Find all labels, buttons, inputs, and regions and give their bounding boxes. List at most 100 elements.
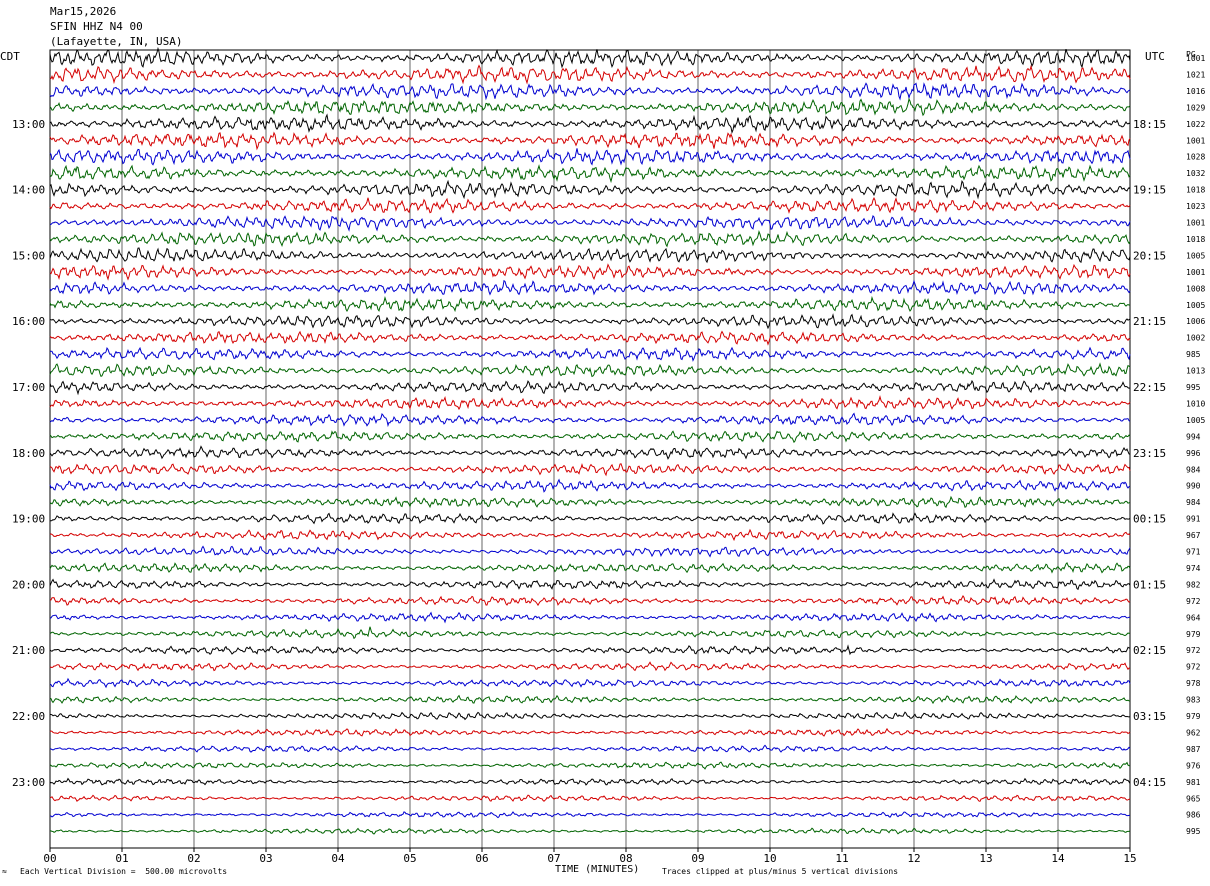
- seismic-trace: [49, 164, 1131, 184]
- x-tick-label: 00: [43, 852, 56, 865]
- trace-value-label: 995: [1186, 827, 1201, 836]
- seismic-trace: [49, 97, 1131, 117]
- trace-value-label: 1010: [1186, 399, 1205, 408]
- seismic-trace: [49, 578, 1131, 591]
- trace-value-label: 1022: [1186, 120, 1205, 129]
- seismic-trace: [49, 230, 1131, 248]
- seismic-trace: [49, 330, 1131, 346]
- trace-value-label: 1001: [1186, 219, 1205, 228]
- hour-label-utc: 01:15: [1133, 578, 1166, 591]
- trace-value-label: 1001: [1186, 136, 1205, 145]
- trace-value-label: 1013: [1186, 367, 1205, 376]
- header-location: (Lafayette, IN, USA): [50, 35, 183, 48]
- x-tick-label: 10: [763, 852, 776, 865]
- hour-label-utc: 00:15: [1133, 513, 1166, 526]
- trace-value-label: 978: [1186, 679, 1201, 688]
- seismic-trace: [49, 148, 1131, 166]
- hour-label-cdt: 21:00: [12, 644, 45, 657]
- hour-label-cdt: 23:00: [12, 776, 45, 789]
- trace-value-label: 979: [1186, 712, 1201, 721]
- right-column-label: PG: [1186, 50, 1196, 59]
- trace-value-label: 1028: [1186, 153, 1205, 162]
- seismic-trace: [49, 346, 1131, 362]
- trace-value-label: 972: [1186, 663, 1201, 672]
- seismic-trace: [49, 512, 1131, 525]
- hour-label-cdt: 16:00: [12, 315, 45, 328]
- x-tick-label: 04: [331, 852, 345, 865]
- seismic-trace: [50, 827, 1131, 835]
- x-tick-label: 05: [403, 852, 416, 865]
- hour-label-utc: 03:15: [1133, 710, 1166, 723]
- seismic-trace: [49, 562, 1131, 574]
- seismic-trace: [49, 82, 1131, 101]
- seismic-trace: [49, 379, 1131, 396]
- scale-mark: ≈: [2, 867, 7, 876]
- trace-value-label: 981: [1186, 778, 1201, 787]
- x-tick-label: 03: [259, 852, 272, 865]
- seismic-trace: [49, 626, 1131, 640]
- seismic-trace: [49, 313, 1131, 330]
- hour-label-utc: 04:15: [1133, 776, 1166, 789]
- seismic-trace: [49, 131, 1131, 151]
- trace-value-label: 985: [1186, 350, 1201, 359]
- hour-label-cdt: 20:00: [12, 578, 45, 591]
- trace-value-label: 996: [1186, 449, 1201, 458]
- trace-value-label: 965: [1186, 794, 1201, 803]
- seismic-trace: [49, 744, 1131, 753]
- hour-label-cdt: 14:00: [12, 184, 45, 197]
- x-tick-label: 11: [835, 852, 848, 865]
- x-tick-label: 14: [1051, 852, 1065, 865]
- seismic-trace: [49, 263, 1131, 281]
- x-tick-label: 02: [187, 852, 200, 865]
- seismic-trace: [49, 279, 1131, 296]
- seismic-trace: [49, 64, 1131, 85]
- seismic-trace: [49, 46, 1131, 69]
- trace-value-label: 979: [1186, 630, 1201, 639]
- seismic-trace: [49, 528, 1131, 542]
- seismic-trace: [49, 495, 1130, 509]
- seismic-trace: [49, 777, 1131, 786]
- trace-value-label: 1018: [1186, 186, 1205, 195]
- trace-value-label: 972: [1186, 646, 1201, 655]
- x-tick-label: 13: [979, 852, 992, 865]
- seismic-trace: [49, 445, 1131, 460]
- trace-value-label: 1005: [1186, 416, 1205, 425]
- trace-value-label: 984: [1186, 465, 1201, 474]
- trace-value-label: 1016: [1186, 87, 1205, 96]
- trace-value-label: 962: [1186, 728, 1201, 737]
- x-tick-label: 12: [907, 852, 920, 865]
- plot-frame: [49, 49, 1131, 849]
- trace-value-label: 991: [1186, 515, 1201, 524]
- trace-value-label: 983: [1186, 696, 1201, 705]
- trace-value-label: 964: [1186, 613, 1201, 622]
- hour-label-utc: 21:15: [1133, 315, 1166, 328]
- trace-value-label: 987: [1186, 745, 1201, 754]
- trace-value-label: 967: [1186, 531, 1201, 540]
- seismic-trace: [49, 761, 1131, 770]
- trace-value-label: 1005: [1186, 251, 1205, 260]
- hour-label-cdt: 18:00: [12, 447, 45, 460]
- clip-note: Traces clipped at plus/minus 5 vertical …: [662, 867, 899, 876]
- trace-value-label: 1006: [1186, 317, 1205, 326]
- seismic-trace: [49, 394, 1131, 411]
- x-tick-label: 09: [691, 852, 704, 865]
- seismic-trace: [49, 113, 1131, 134]
- trace-value-label: 990: [1186, 482, 1201, 491]
- left-timezone-label: CDT: [0, 50, 20, 63]
- trace-value-label: 1032: [1186, 169, 1205, 178]
- seismic-trace: [49, 179, 1131, 200]
- seismic-trace: [49, 196, 1131, 214]
- trace-value-label: 1002: [1186, 334, 1205, 343]
- x-tick-label: 15: [1123, 852, 1136, 865]
- trace-value-label: 1021: [1186, 70, 1205, 79]
- hour-label-cdt: 19:00: [12, 513, 45, 526]
- x-tick-label: 01: [115, 852, 128, 865]
- right-timezone-label: UTC: [1145, 50, 1165, 63]
- trace-value-label: 1023: [1186, 202, 1205, 211]
- seismic-trace: [49, 215, 1131, 232]
- hour-label-utc: 22:15: [1133, 381, 1166, 394]
- seismic-trace: [49, 661, 1131, 672]
- seismic-trace: [50, 811, 1131, 819]
- hour-label-utc: 19:15: [1133, 184, 1166, 197]
- seismic-trace: [49, 727, 1131, 737]
